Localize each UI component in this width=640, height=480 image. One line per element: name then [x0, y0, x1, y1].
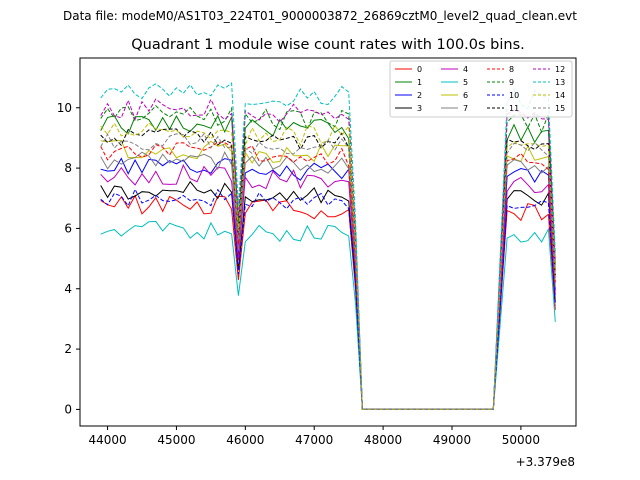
legend-label-9: 9: [509, 78, 514, 87]
legend-label-4: 4: [463, 65, 468, 74]
series-line-15: [100, 132, 556, 410]
chart-title: Quadrant 1 module wise count rates with …: [131, 37, 525, 53]
x-tick-label-44000: 44000: [88, 433, 126, 447]
x-axis: 44000 45000 46000 47000 48000 49000 50000: [88, 426, 540, 447]
legend-label-5: 5: [463, 78, 468, 87]
x-tick-label-50000: 50000: [502, 433, 540, 447]
legend-label-2: 2: [417, 91, 422, 100]
legend-label-1: 1: [417, 78, 422, 87]
legend-label-7: 7: [463, 104, 468, 113]
y-tick-label-10: 10: [57, 101, 72, 115]
x-tick-label-47000: 47000: [295, 433, 333, 447]
plot-area: [79, 57, 577, 427]
y-tick-label-4: 4: [64, 282, 72, 296]
legend-label-10: 10: [509, 91, 519, 100]
legend-box: [389, 60, 573, 118]
x-tick-label-49000: 49000: [433, 433, 471, 447]
legend-label-11: 11: [509, 104, 519, 113]
plot-frame: [79, 57, 577, 427]
x-tick-label-48000: 48000: [364, 433, 402, 447]
x-offset-label: +3.379e8: [516, 455, 575, 469]
y-tick-label-2: 2: [64, 342, 72, 356]
y-tick-label-8: 8: [64, 161, 72, 175]
legend-label-8: 8: [509, 65, 514, 74]
legend-label-12: 12: [555, 65, 565, 74]
legend-label-14: 14: [555, 91, 565, 100]
x-tick-label-46000: 46000: [226, 433, 264, 447]
data-file-label: Data file: modeM0/AS1T03_224T01_90000038…: [63, 9, 577, 23]
legend-label-3: 3: [417, 104, 422, 113]
y-axis: 0 2 4 6 8 10: [57, 101, 80, 416]
legend-label-6: 6: [463, 91, 468, 100]
y-tick-label-0: 0: [64, 402, 72, 416]
y-tick-label-6: 6: [64, 221, 72, 235]
legend-label-15: 15: [555, 104, 565, 113]
x-tick-label-45000: 45000: [157, 433, 195, 447]
legend-label-13: 13: [555, 78, 565, 87]
legend-label-0: 0: [417, 65, 422, 74]
